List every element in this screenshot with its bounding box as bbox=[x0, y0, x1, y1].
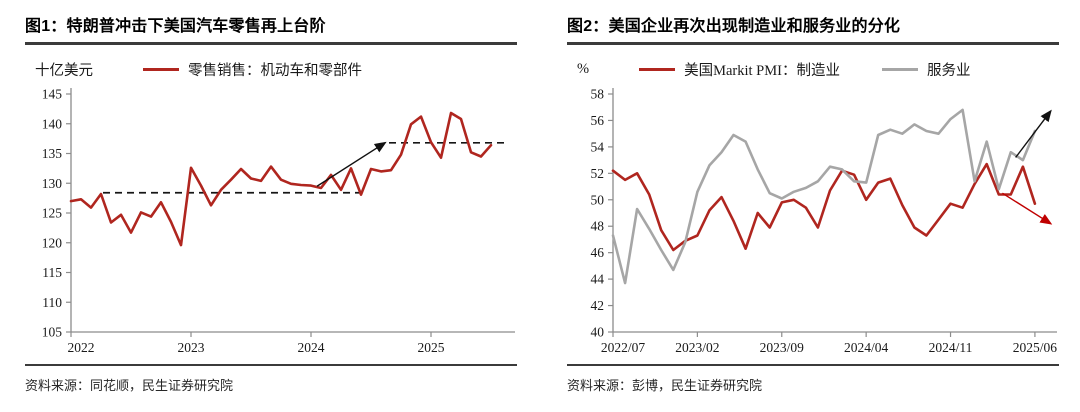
x-axis-tick-label: 2025 bbox=[418, 340, 445, 355]
y-axis-tick-label: 52 bbox=[591, 166, 605, 181]
chart2-source: 资料来源：彭博，民生证券研究院 bbox=[567, 364, 1059, 394]
legend-label: 零售销售：机动车和零部件 bbox=[188, 62, 362, 79]
y-axis-tick-label: 110 bbox=[42, 295, 62, 310]
axes bbox=[612, 88, 1057, 333]
y-axis-tick-label: 54 bbox=[591, 139, 605, 154]
legend-line-swatch-icon bbox=[881, 67, 918, 71]
legend-line-swatch-icon bbox=[143, 67, 179, 71]
series-line bbox=[611, 108, 1037, 285]
chart2-title-underline bbox=[567, 42, 1059, 45]
y-axis-tick-label: 125 bbox=[42, 206, 63, 221]
y-axis-tick-label: 48 bbox=[591, 219, 605, 234]
legend-line-swatch-icon bbox=[639, 67, 676, 71]
legend-label: 服务业 bbox=[926, 62, 971, 79]
y-axis-tick-label: 140 bbox=[42, 116, 63, 131]
chart1-source: 资料来源：同花顺，民生证券研究院 bbox=[25, 364, 517, 394]
chart1-title-underline bbox=[25, 42, 517, 45]
y-axis-tick-label: 46 bbox=[591, 245, 605, 260]
chart2-legend-row: % 美国Markit PMI：制造业 服务业 bbox=[567, 58, 1059, 80]
trend-arrow bbox=[1015, 109, 1052, 158]
chart2-canvas: 40 42 44 46 48 50 52 54 56 58 2022/07 2023/02 2023/0… bbox=[591, 87, 1058, 356]
panel-chart2: 图2：美国企业再次出现制造业和服务业的分化 % 美国Markit PMI：制造业… bbox=[567, 10, 1059, 394]
report-figures-row: 图1：特朗普冲击下美国汽车零售再上台阶 十亿美元 零售销售：机动车和零部件 10… bbox=[25, 10, 1059, 394]
panel-chart1: 图1：特朗普冲击下美国汽车零售再上台阶 十亿美元 零售销售：机动车和零部件 10… bbox=[25, 10, 517, 394]
x-axis-tick-label: 2025/06 bbox=[1013, 340, 1058, 355]
chart2-title: 图2：美国企业再次出现制造业和服务业的分化 bbox=[567, 18, 901, 35]
legend-item: 服务业 bbox=[881, 59, 971, 80]
chart1-legend-row: 十亿美元 零售销售：机动车和零部件 bbox=[25, 58, 517, 80]
chart1-canvas: 105 110 115 120 125 130 135 140 145 2022 2023 2024 2… bbox=[42, 87, 515, 355]
y-axis-tick-label: 120 bbox=[42, 235, 63, 250]
y-axis-tick-label: 44 bbox=[591, 272, 605, 287]
x-axis-tick-label: 2024/04 bbox=[844, 340, 889, 355]
x-axis-tick-label: 2023 bbox=[178, 340, 205, 355]
y-axis-tick-label: 105 bbox=[42, 325, 63, 340]
x-axis-tick-label: 2023/09 bbox=[760, 340, 805, 355]
x-axis-tick-label: 2022 bbox=[68, 340, 95, 355]
x-axis-tick-label: 2023/02 bbox=[675, 340, 719, 355]
x-axis-tick-label: 2024 bbox=[298, 340, 325, 355]
series-line bbox=[611, 162, 1037, 252]
chart1-title: 图1：特朗普冲击下美国汽车零售再上台阶 bbox=[25, 18, 326, 35]
legend-item: 美国Markit PMI：制造业 bbox=[639, 59, 840, 80]
y-axis-tick-label: 130 bbox=[42, 176, 63, 191]
chart1-unit-label: 十亿美元 bbox=[35, 62, 93, 79]
x-axis-tick-label: 2022/07 bbox=[601, 340, 646, 355]
axes bbox=[70, 88, 515, 333]
legend-item: 零售销售：机动车和零部件 bbox=[143, 59, 362, 80]
y-axis-tick-label: 58 bbox=[591, 87, 605, 102]
y-axis-tick-label: 56 bbox=[591, 113, 605, 128]
trend-arrow bbox=[1001, 192, 1053, 225]
x-axis-tick-label: 2024/11 bbox=[929, 340, 973, 355]
y-axis-tick-label: 115 bbox=[42, 265, 62, 280]
legend-label: 美国Markit PMI：制造业 bbox=[684, 62, 840, 79]
y-axis-tick-label: 135 bbox=[42, 146, 63, 161]
chart2-legend: 美国Markit PMI：制造业 服务业 bbox=[639, 59, 970, 80]
y-axis-tick-label: 50 bbox=[591, 192, 605, 207]
chart2-unit-label: % bbox=[577, 60, 590, 77]
series-line bbox=[69, 111, 493, 247]
y-axis-tick-label: 145 bbox=[42, 87, 63, 102]
trend-arrow bbox=[316, 141, 387, 187]
chart1-legend: 零售销售：机动车和零部件 bbox=[143, 59, 362, 80]
y-axis-tick-label: 42 bbox=[591, 298, 605, 313]
y-axis-tick-label: 40 bbox=[591, 325, 605, 340]
